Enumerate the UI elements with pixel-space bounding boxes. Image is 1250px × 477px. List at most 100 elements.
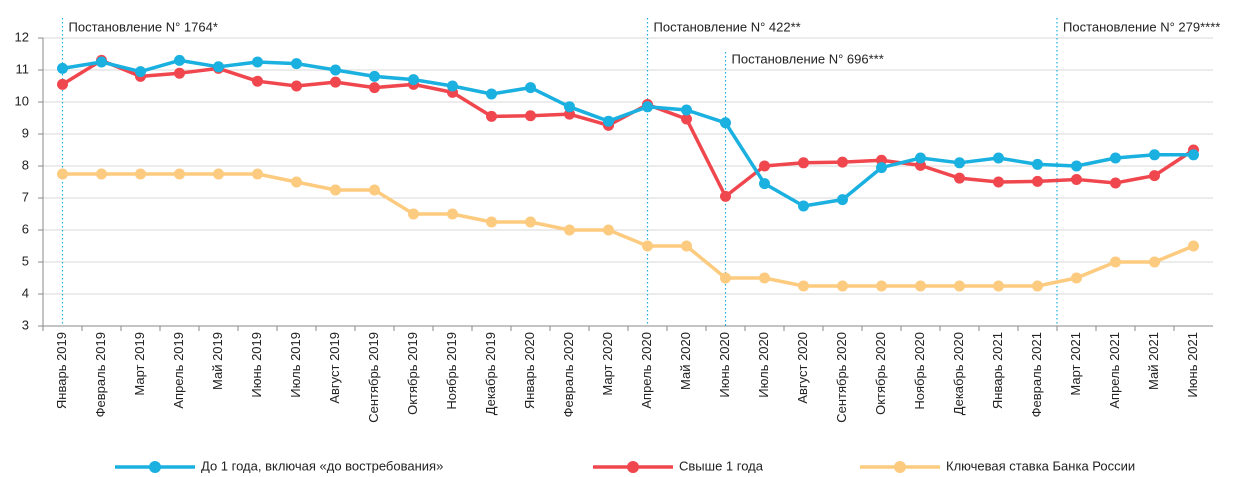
series-line bbox=[61, 58, 1195, 199]
point bbox=[681, 113, 692, 125]
point bbox=[720, 117, 731, 129]
annotation: Постановление N° 1764* bbox=[69, 19, 218, 34]
point bbox=[798, 280, 809, 292]
point bbox=[408, 208, 419, 220]
x-tick-label: Январь 2021 bbox=[990, 332, 1005, 409]
y-tick-label: 11 bbox=[16, 61, 30, 76]
x-tick-label: Март 2019 bbox=[132, 332, 147, 396]
point bbox=[330, 184, 341, 196]
point bbox=[252, 168, 263, 180]
point bbox=[135, 168, 146, 180]
x-tick-label: Январь 2019 bbox=[54, 332, 69, 409]
x-tick-label: Май 2020 bbox=[678, 332, 693, 390]
point bbox=[1032, 280, 1043, 292]
point bbox=[759, 178, 770, 190]
point bbox=[681, 240, 692, 252]
point bbox=[564, 101, 575, 113]
point bbox=[291, 80, 302, 92]
legend-marker bbox=[149, 461, 161, 473]
point bbox=[1071, 173, 1082, 185]
point bbox=[915, 152, 926, 164]
x-tick-label: Ноябрь 2019 bbox=[444, 332, 459, 410]
point bbox=[642, 101, 653, 113]
x-tick-label: Сентябрь 2019 bbox=[366, 332, 381, 423]
y-tick-label: 6 bbox=[22, 221, 29, 236]
point bbox=[1110, 256, 1121, 268]
point bbox=[291, 58, 302, 70]
x-tick-label: Октябрь 2019 bbox=[405, 332, 420, 415]
point bbox=[174, 54, 185, 66]
y-tick-label: 9 bbox=[22, 125, 29, 140]
x-tick-label: Май 2019 bbox=[210, 332, 225, 390]
point bbox=[1149, 170, 1160, 182]
x-tick-label: Июль 2020 bbox=[756, 332, 771, 398]
x-tick-label: Сентябрь 2020 bbox=[834, 332, 849, 423]
point bbox=[1071, 160, 1082, 172]
point bbox=[1188, 240, 1199, 252]
x-tick-label: Июль 2019 bbox=[288, 332, 303, 398]
legend-marker bbox=[894, 461, 906, 473]
point bbox=[993, 176, 1004, 188]
legend-marker bbox=[627, 461, 639, 473]
point bbox=[57, 168, 68, 180]
point bbox=[486, 88, 497, 100]
x-tick-label: Июнь 2019 bbox=[249, 332, 264, 398]
point bbox=[369, 82, 380, 94]
point bbox=[603, 224, 614, 236]
point bbox=[369, 184, 380, 196]
legend-label: До 1 года, включая «до востребования» bbox=[201, 458, 443, 473]
x-tick-label: Декабрь 2020 bbox=[951, 332, 966, 415]
point bbox=[720, 272, 731, 284]
point bbox=[447, 208, 458, 220]
x-tick-label: Январь 2020 bbox=[522, 332, 537, 409]
y-tick-label: 10 bbox=[15, 93, 29, 108]
point bbox=[525, 216, 536, 228]
y-tick-label: 8 bbox=[22, 157, 29, 172]
point bbox=[447, 80, 458, 92]
point bbox=[213, 168, 224, 180]
point bbox=[798, 200, 809, 212]
series-line bbox=[62, 58, 1194, 208]
point bbox=[954, 172, 965, 184]
x-tick-label: Декабрь 2019 bbox=[483, 332, 498, 415]
point bbox=[1110, 152, 1121, 164]
point bbox=[174, 168, 185, 180]
point bbox=[96, 168, 107, 180]
point bbox=[1149, 149, 1160, 161]
y-tick-label: 4 bbox=[22, 285, 29, 300]
x-tick-label: Август 2019 bbox=[327, 332, 342, 404]
point bbox=[603, 115, 614, 127]
annotation: Постановление N° 422** bbox=[654, 19, 801, 34]
point bbox=[1110, 177, 1121, 189]
point bbox=[1149, 256, 1160, 268]
annotation: Постановление N° 279**** bbox=[1063, 19, 1220, 34]
point bbox=[759, 272, 770, 284]
annotation: Постановление N° 696*** bbox=[732, 51, 884, 66]
point bbox=[759, 160, 770, 172]
x-tick-label: Апрель 2021 bbox=[1107, 332, 1122, 409]
point bbox=[837, 280, 848, 292]
point bbox=[681, 104, 692, 116]
point bbox=[486, 110, 497, 122]
x-tick-label: Апрель 2020 bbox=[639, 332, 654, 409]
point bbox=[954, 280, 965, 292]
point bbox=[1032, 175, 1043, 187]
point bbox=[291, 176, 302, 188]
x-tick-label: Май 2021 bbox=[1146, 332, 1161, 390]
y-tick-label: 5 bbox=[22, 253, 29, 268]
point bbox=[252, 75, 263, 87]
point bbox=[174, 67, 185, 79]
point bbox=[96, 56, 107, 68]
point bbox=[564, 224, 575, 236]
point bbox=[876, 280, 887, 292]
point bbox=[837, 194, 848, 206]
x-tick-label: Июнь 2021 bbox=[1185, 332, 1200, 398]
point bbox=[993, 280, 1004, 292]
x-tick-label: Март 2020 bbox=[600, 332, 615, 396]
point bbox=[330, 76, 341, 88]
point bbox=[720, 190, 731, 202]
legend-label: Ключевая ставка Банка России bbox=[946, 458, 1135, 473]
x-tick-label: Февраль 2020 bbox=[561, 332, 576, 417]
y-tick-label: 7 bbox=[22, 189, 29, 204]
